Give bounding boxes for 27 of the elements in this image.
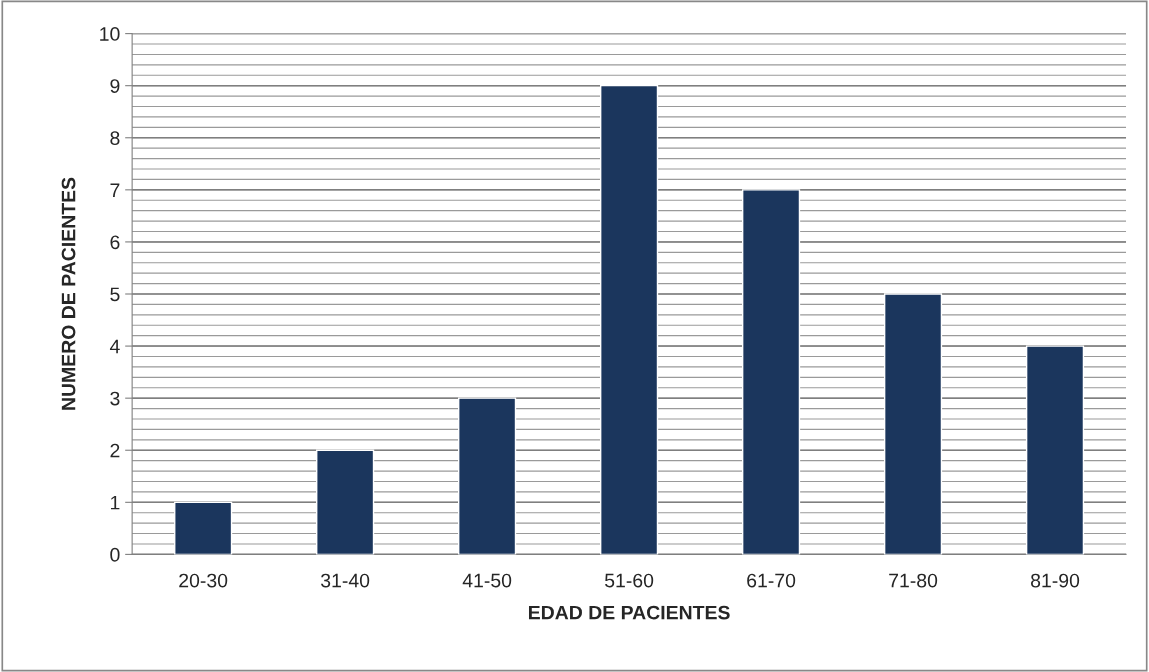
y-tick-label: 5: [110, 287, 120, 302]
bar: [599, 84, 659, 555]
x-tick-label: 41-50: [462, 573, 512, 588]
x-tick-label: 71-80: [889, 573, 938, 588]
y-tick-label: 8: [110, 131, 120, 145]
y-tick-label: 1: [111, 495, 120, 510]
y-tick-label: 6: [110, 235, 120, 250]
y-tick-label: 0: [110, 547, 120, 562]
y-tick-label: 2: [110, 443, 120, 458]
y-tick-label: 3: [110, 391, 120, 406]
y-tick-label: 4: [109, 339, 120, 354]
bar: [174, 501, 233, 555]
x-tick-label: 51-60: [604, 573, 654, 588]
x-tick-label: 81-90: [1031, 573, 1080, 588]
bar: [1025, 345, 1085, 555]
y-tick-label: 10: [100, 27, 120, 41]
x-axis-title: EDAD DE PACIENTES: [528, 605, 730, 620]
bar: [883, 293, 943, 555]
x-tick-label: 61-70: [747, 573, 796, 588]
x-tick-label: 20-30: [179, 573, 228, 588]
x-tick-label: 31-40: [320, 573, 370, 588]
y-tick-label: 7: [110, 183, 120, 197]
bar: [316, 449, 375, 555]
y-tick-label: 9: [110, 79, 120, 93]
bar: [741, 189, 801, 555]
y-axis-title: NUMERO DE PACIENTES: [61, 177, 76, 410]
bar: [458, 397, 517, 555]
